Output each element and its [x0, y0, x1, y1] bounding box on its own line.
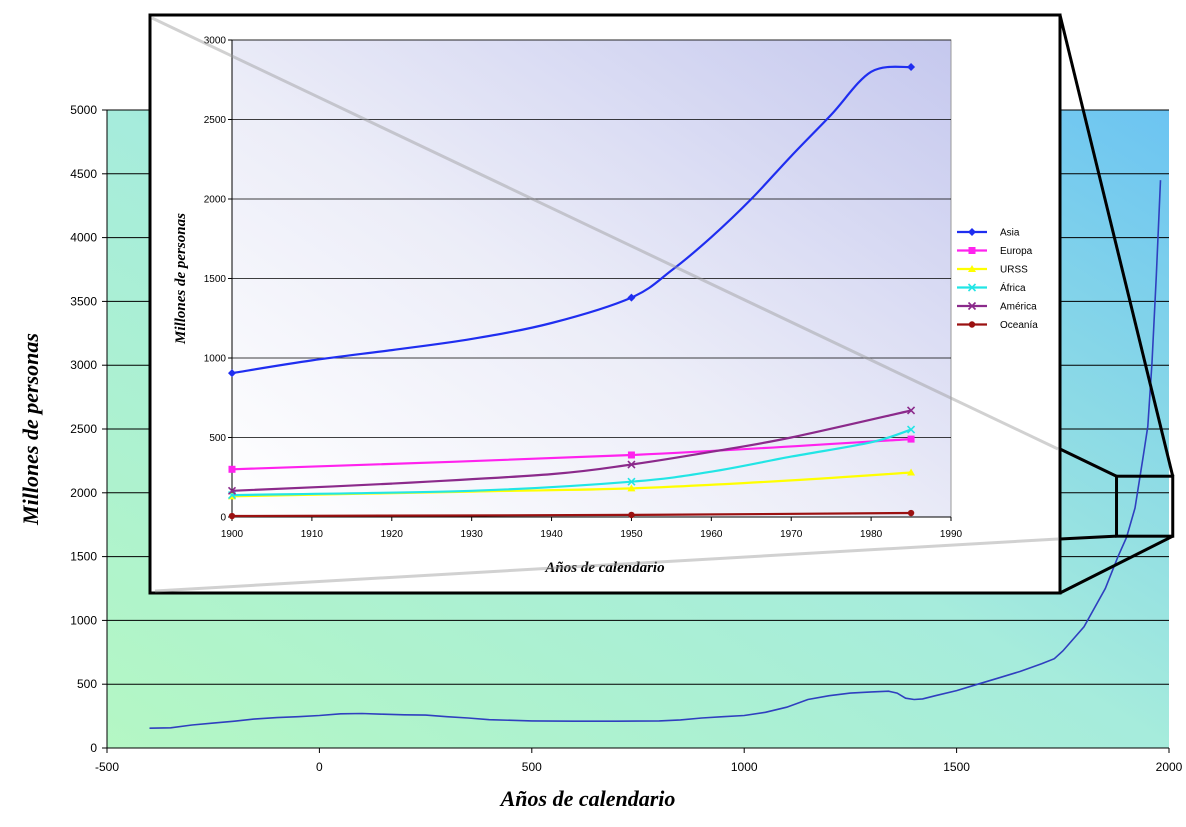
inset-data-point: [627, 460, 636, 469]
inset-y-tick-label: 2500: [204, 115, 227, 126]
inset-x-tick-label: 1940: [540, 529, 563, 540]
overlay-line: [151, 16, 1059, 451]
inset-data-point: [906, 406, 916, 415]
inset-data-point: [906, 425, 916, 434]
inset-x-tick-label: 1950: [620, 529, 643, 540]
main-y-tick-label: 2500: [70, 422, 97, 436]
inset-y-tick-label: 500: [209, 433, 226, 444]
main-y-tick-label: 1000: [70, 613, 97, 627]
inset-data-point: [907, 435, 915, 443]
legend-label: Oceanía: [1000, 320, 1038, 331]
legend-label: África: [1000, 281, 1026, 294]
inset-y-tick-label: 0: [220, 513, 226, 524]
inset-data-point: [627, 484, 636, 492]
inset-data-point: [627, 451, 635, 459]
legend-marker: [967, 301, 977, 311]
main-y-axis-ticks: 0 500 1000 1500 2000 2500 3000 3500 4000 4500 5000: [70, 103, 108, 755]
overlay-line: [154, 537, 1059, 593]
main-y-tick-label: 5000: [70, 103, 97, 117]
legend-marker: [968, 228, 976, 236]
inset-x-tick-label: 1920: [381, 529, 404, 540]
inset-series-line: [231, 65, 912, 375]
main-x-tick-label: 1500: [943, 760, 970, 774]
legend-label: Europa: [1000, 246, 1033, 257]
main-y-axis-title: Millones de personas: [18, 333, 43, 526]
inset-series-line: [231, 409, 912, 492]
main-y-tick-label: 500: [77, 677, 97, 691]
zoom-connector: [1059, 534, 1174, 595]
legend-label: América: [1000, 302, 1037, 313]
inset-legend: Asia Europa URSS África América Oceanía: [957, 228, 1038, 331]
main-x-tick-label: 2000: [1156, 760, 1183, 774]
inset-y-axis-ticks: 0 500 1000 1500 2000 2500 3000: [204, 36, 233, 524]
main-x-tick-label: 500: [522, 760, 542, 774]
inset-series: [227, 63, 916, 520]
inset-data-point: [627, 477, 636, 486]
main-x-tick-label: 1000: [731, 760, 758, 774]
inset-chart: 0 500 1000 1500 2000 2500 3000 1900 1910 1920 193…: [148, 13, 1062, 595]
inset-data-point: [627, 293, 636, 302]
inset-data-point: [628, 511, 635, 519]
inset-data-point: [907, 63, 916, 72]
inset-data-point: [227, 486, 237, 495]
overlay-lines: [151, 16, 1059, 593]
legend-label: Asia: [1000, 228, 1020, 239]
zoom-box: [1115, 474, 1175, 538]
inset-x-tick-label: 1980: [860, 529, 883, 540]
main-y-tick-label: 4500: [70, 167, 97, 181]
inset-x-tick-label: 1900: [221, 529, 244, 540]
inset-x-axis-title: Años de calendario: [544, 560, 664, 576]
main-y-tick-label: 2000: [70, 486, 97, 500]
main-y-tick-label: 0: [90, 741, 97, 755]
main-series-line: [149, 180, 1162, 729]
main-y-tick-label: 1500: [70, 550, 97, 564]
legend-marker: [968, 265, 976, 272]
main-x-tick-label: -500: [95, 760, 119, 774]
main-series: [149, 180, 1162, 729]
zoom-indicator: [1058, 14, 1175, 595]
zoom-connector: [1058, 14, 1175, 477]
inset-y-tick-label: 1000: [204, 354, 227, 365]
inset-series-line: [231, 511, 912, 518]
inset-data-point: [228, 512, 236, 520]
inset-series-line: [231, 438, 912, 471]
inset-data-point: [228, 465, 236, 473]
main-x-tick-label: 0: [316, 760, 323, 774]
zoom-connector: [1059, 447, 1118, 478]
legend-marker: [968, 247, 976, 254]
inset-data-point: [907, 468, 916, 476]
legend-label: URSS: [1000, 265, 1028, 276]
inset-x-tick-label: 1930: [461, 529, 484, 540]
main-x-axis-title: Años de calendario: [499, 786, 676, 811]
inset-data-point: [228, 369, 236, 378]
main-y-tick-label: 3000: [70, 358, 97, 372]
main-y-tick-label: 4000: [70, 231, 97, 245]
main-y-tick-label: 3500: [70, 294, 97, 308]
zoom-connector: [1059, 534, 1117, 541]
inset-gridlines: [232, 39, 951, 438]
inset-x-tick-label: 1960: [700, 529, 723, 540]
inset-x-tick-label: 1990: [940, 529, 963, 540]
inset-y-tick-label: 1500: [204, 274, 227, 285]
inset-x-tick-label: 1910: [301, 529, 324, 540]
inset-y-tick-label: 3000: [204, 36, 227, 47]
main-x-axis-ticks: -500 0 500 1000 1500 2000: [95, 747, 1183, 774]
inset-data-point: [907, 509, 915, 517]
inset-series-line: [231, 428, 912, 497]
inset-y-axis-title: Millones de personas: [173, 213, 189, 345]
legend-marker: [968, 321, 976, 328]
inset-y-tick-label: 2000: [204, 195, 227, 206]
legend-marker: [967, 283, 977, 292]
inset-x-tick-label: 1970: [780, 529, 803, 540]
inset-x-axis-ticks: 1900 1910 1920 1930 1940 1950 1960 1970 1980 1990: [221, 516, 963, 540]
